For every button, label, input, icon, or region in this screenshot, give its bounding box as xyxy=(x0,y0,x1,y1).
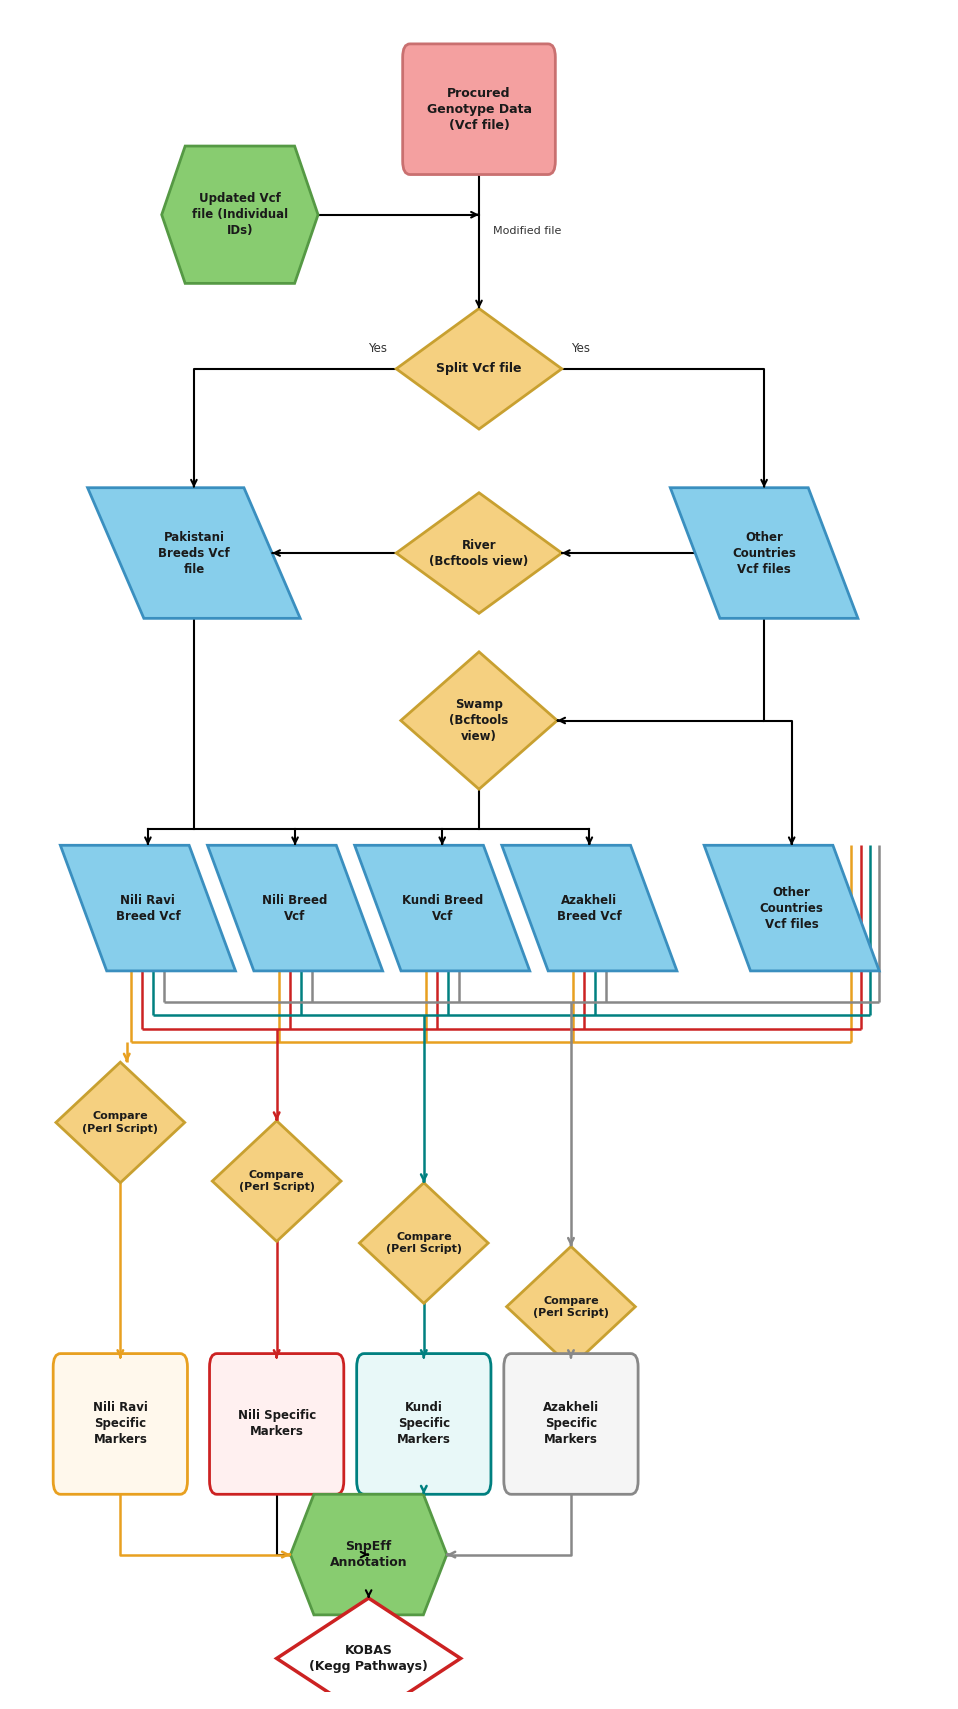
Polygon shape xyxy=(162,145,318,284)
Text: Swamp
(Bcftools
view): Swamp (Bcftools view) xyxy=(449,697,509,743)
Text: KOBAS
(Kegg Pathways): KOBAS (Kegg Pathways) xyxy=(309,1644,428,1673)
Polygon shape xyxy=(56,1063,185,1183)
Polygon shape xyxy=(400,651,558,790)
FancyBboxPatch shape xyxy=(504,1354,638,1494)
Text: Compare
(Perl Script): Compare (Perl Script) xyxy=(239,1171,314,1193)
Text: Modified file: Modified file xyxy=(492,226,561,236)
Text: SnpEff
Annotation: SnpEff Annotation xyxy=(330,1540,407,1569)
Text: Nili Specific
Markers: Nili Specific Markers xyxy=(238,1410,316,1439)
FancyBboxPatch shape xyxy=(54,1354,188,1494)
FancyBboxPatch shape xyxy=(210,1354,344,1494)
Polygon shape xyxy=(213,1121,341,1241)
Polygon shape xyxy=(671,487,858,619)
Text: Nili Ravi
Breed Vcf: Nili Ravi Breed Vcf xyxy=(116,894,180,923)
Text: Compare
(Perl Script): Compare (Perl Script) xyxy=(82,1111,158,1133)
Text: Nili Ravi
Specific
Markers: Nili Ravi Specific Markers xyxy=(93,1401,148,1446)
Polygon shape xyxy=(502,846,677,971)
FancyBboxPatch shape xyxy=(356,1354,490,1494)
Text: Updated Vcf
file (Individual
IDs): Updated Vcf file (Individual IDs) xyxy=(192,191,288,238)
Polygon shape xyxy=(397,309,561,429)
Polygon shape xyxy=(507,1246,635,1367)
Polygon shape xyxy=(354,846,530,971)
Text: Azakheli
Breed Vcf: Azakheli Breed Vcf xyxy=(557,894,622,923)
Text: Compare
(Perl Script): Compare (Perl Script) xyxy=(533,1295,609,1318)
Polygon shape xyxy=(277,1598,461,1709)
Polygon shape xyxy=(87,487,300,619)
Text: Pakistani
Breeds Vcf
file: Pakistani Breeds Vcf file xyxy=(158,530,230,576)
FancyBboxPatch shape xyxy=(402,44,556,174)
Text: Kundi Breed
Vcf: Kundi Breed Vcf xyxy=(401,894,483,923)
Polygon shape xyxy=(208,846,382,971)
Polygon shape xyxy=(359,1183,489,1304)
Polygon shape xyxy=(290,1494,446,1615)
Text: Azakheli
Specific
Markers: Azakheli Specific Markers xyxy=(543,1401,599,1446)
Polygon shape xyxy=(397,492,561,614)
Text: Other
Countries
Vcf files: Other Countries Vcf files xyxy=(760,885,824,931)
Text: Nili Breed
Vcf: Nili Breed Vcf xyxy=(262,894,328,923)
Text: Split Vcf file: Split Vcf file xyxy=(436,362,522,376)
Polygon shape xyxy=(60,846,236,971)
Polygon shape xyxy=(704,846,879,971)
Text: Other
Countries
Vcf files: Other Countries Vcf files xyxy=(732,530,796,576)
Text: Yes: Yes xyxy=(368,342,387,355)
Text: Kundi
Specific
Markers: Kundi Specific Markers xyxy=(397,1401,451,1446)
Text: Procured
Genotype Data
(Vcf file): Procured Genotype Data (Vcf file) xyxy=(426,87,532,132)
Text: Compare
(Perl Script): Compare (Perl Script) xyxy=(386,1232,462,1254)
Text: Yes: Yes xyxy=(571,342,590,355)
Text: River
(Bcftools view): River (Bcftools view) xyxy=(429,538,529,567)
